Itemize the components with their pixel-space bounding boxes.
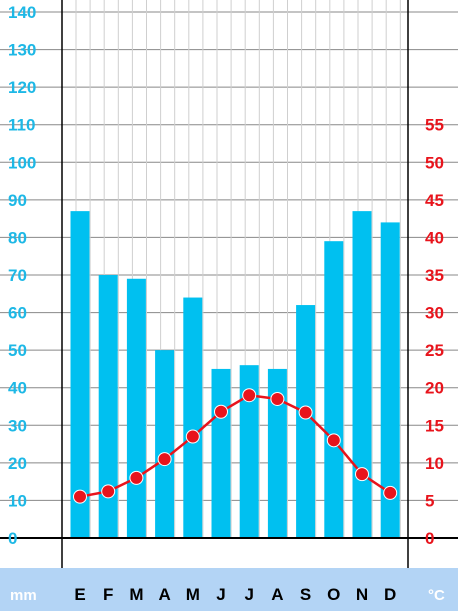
bar: [267, 368, 287, 538]
temperature-point: [326, 433, 341, 448]
left-tick-label: 120: [8, 78, 36, 97]
right-tick-label: 20: [425, 379, 444, 398]
temperature-point: [270, 391, 285, 406]
category-label: M: [129, 585, 143, 604]
bar: [98, 275, 118, 538]
left-tick-label: 80: [8, 228, 27, 247]
temperature-point: [214, 404, 228, 419]
bar: [380, 222, 400, 538]
left-tick-label: 110: [8, 116, 35, 135]
left-tick-label: 40: [8, 379, 27, 398]
category-label: N: [356, 585, 368, 604]
bar: [211, 368, 231, 538]
right-tick-label: 15: [425, 416, 444, 435]
temperature-point: [129, 470, 144, 485]
bar: [352, 211, 372, 538]
left-tick-label: 140: [8, 3, 36, 22]
category-label: M: [186, 585, 200, 604]
left-tick-label: 50: [8, 341, 27, 360]
bar: [296, 305, 316, 538]
temperature-point: [101, 484, 116, 499]
temperature-line: [73, 388, 398, 504]
left-tick-label: 130: [8, 41, 36, 60]
right-tick-label: 5: [425, 491, 434, 510]
bar: [183, 297, 203, 538]
right-tick-label: 30: [425, 304, 444, 323]
category-label: D: [384, 585, 396, 604]
bar: [324, 241, 344, 538]
left-tick-label: 70: [8, 266, 27, 285]
category-label: A: [158, 585, 170, 604]
bar: [126, 278, 146, 538]
temperature-point: [185, 429, 200, 444]
right-tick-label: 35: [425, 266, 444, 285]
left-tick-label: 20: [8, 454, 27, 473]
right-tick-label: 10: [425, 454, 444, 473]
category-label: J: [244, 585, 253, 604]
precipitation-bars: [70, 211, 400, 538]
right-tick-label: 25: [425, 341, 444, 360]
bar: [155, 350, 175, 538]
category-label: O: [327, 585, 340, 604]
left-tick-label: 90: [8, 191, 27, 210]
right-tick-label: 55: [425, 116, 444, 135]
tick-labels: 0 10 20 30 40 50 60 70 80 90 100 110 120 130 140 0 5 10 15…: [8, 3, 444, 548]
right-tick-label: 0: [425, 529, 434, 548]
bar: [239, 365, 259, 538]
right-tick-label: 45: [425, 191, 444, 210]
left-tick-label: 30: [8, 416, 27, 435]
bar: [70, 211, 90, 538]
left-tick-label: 100: [8, 153, 36, 172]
temperature-point: [242, 388, 257, 403]
temperature-point: [383, 485, 398, 500]
left-tick-label: 0: [8, 529, 17, 548]
right-tick-label: 50: [425, 153, 444, 172]
right-tick-label: 40: [425, 228, 444, 247]
temperature-point: [298, 405, 313, 420]
category-label: E: [74, 585, 85, 604]
category-label: S: [300, 585, 311, 604]
axes: [0, 0, 458, 568]
right-axis-unit: °C: [428, 587, 445, 604]
category-label: A: [271, 585, 283, 604]
left-tick-label: 60: [8, 304, 27, 323]
temperature-point: [157, 452, 172, 467]
category-label: F: [103, 585, 113, 604]
temperature-point: [73, 489, 87, 504]
left-tick-label: 10: [8, 491, 27, 510]
temperature-point: [355, 467, 369, 482]
footer-band: [0, 568, 458, 611]
category-label: J: [216, 585, 225, 604]
left-axis-unit: mm: [10, 587, 37, 604]
